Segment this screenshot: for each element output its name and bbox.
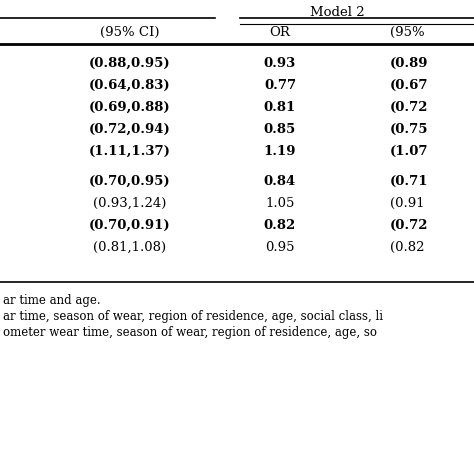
- Text: (0.70,0.91): (0.70,0.91): [89, 219, 171, 232]
- Text: (0.82: (0.82: [390, 241, 425, 254]
- Text: 1.05: 1.05: [265, 197, 295, 210]
- Text: (95%: (95%: [390, 26, 425, 39]
- Text: (1.07: (1.07: [390, 145, 428, 158]
- Text: 0.84: 0.84: [264, 175, 296, 188]
- Text: (0.72: (0.72: [390, 101, 428, 114]
- Text: (0.69,0.88): (0.69,0.88): [89, 101, 171, 114]
- Text: 1.19: 1.19: [264, 145, 296, 158]
- Text: OR: OR: [270, 26, 291, 39]
- Text: (0.72,0.94): (0.72,0.94): [89, 123, 171, 136]
- Text: 0.93: 0.93: [264, 57, 296, 70]
- Text: (0.89: (0.89: [390, 57, 428, 70]
- Text: (0.91: (0.91: [390, 197, 425, 210]
- Text: (0.70,0.95): (0.70,0.95): [89, 175, 171, 188]
- Text: 0.95: 0.95: [265, 241, 295, 254]
- Text: (0.72: (0.72: [390, 219, 428, 232]
- Text: Model 2: Model 2: [310, 6, 365, 19]
- Text: (0.64,0.83): (0.64,0.83): [89, 79, 171, 92]
- Text: (0.71: (0.71: [390, 175, 428, 188]
- Text: (0.81,1.08): (0.81,1.08): [93, 241, 166, 254]
- Text: 0.82: 0.82: [264, 219, 296, 232]
- Text: ar time and age.: ar time and age.: [3, 294, 100, 307]
- Text: ometer wear time, season of wear, region of residence, age, so: ometer wear time, season of wear, region…: [3, 326, 377, 339]
- Text: (0.67: (0.67: [390, 79, 428, 92]
- Text: (95% CI): (95% CI): [100, 26, 160, 39]
- Text: 0.85: 0.85: [264, 123, 296, 136]
- Text: ar time, season of wear, region of residence, age, social class, li: ar time, season of wear, region of resid…: [3, 310, 383, 323]
- Text: (0.75: (0.75: [390, 123, 428, 136]
- Text: (0.93,1.24): (0.93,1.24): [93, 197, 167, 210]
- Text: (1.11,1.37): (1.11,1.37): [89, 145, 171, 158]
- Text: 0.81: 0.81: [264, 101, 296, 114]
- Text: (0.88,0.95): (0.88,0.95): [89, 57, 171, 70]
- Text: 0.77: 0.77: [264, 79, 296, 92]
